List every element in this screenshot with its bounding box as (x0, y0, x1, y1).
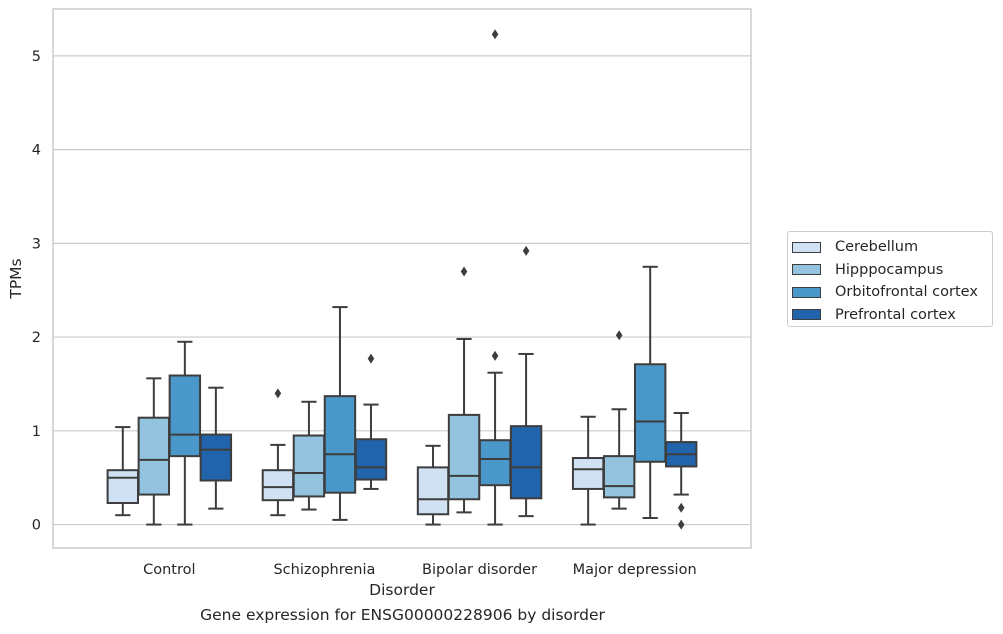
legend-swatch (792, 309, 821, 321)
box (478, 439, 512, 487)
x-tick-label: Control (143, 562, 195, 578)
legend-label: Orbitofrontal cortex (835, 284, 978, 301)
y-tick-label: 0 (32, 518, 41, 534)
y-tick-label: 1 (32, 424, 41, 440)
outlier-point (522, 245, 530, 256)
legend-label: Hipppocampus (835, 261, 944, 278)
box (633, 363, 667, 463)
legend-label: Cerebellum (835, 239, 919, 256)
y-tick-label: 4 (32, 143, 41, 159)
outlier-point (615, 330, 623, 341)
legend-swatch (792, 241, 821, 253)
box (137, 416, 171, 496)
box (199, 433, 233, 482)
x-tick-label: Major depression (573, 562, 697, 578)
legend-item-cerebellum: Cerebellum (792, 236, 992, 259)
legend-item-orbitofrontal-cortex: Orbitofrontal cortex (792, 281, 992, 304)
outlier-point (367, 353, 375, 364)
box (416, 466, 450, 516)
y-tick-label: 2 (32, 330, 41, 346)
outlier-point (491, 350, 499, 361)
y-tick-label: 5 (32, 49, 41, 65)
box (323, 395, 357, 494)
chart-legend: Cerebellum Hipppocampus Orbitofrontal co… (787, 231, 993, 327)
legend-item-prefrontal-cortex: Prefrontal cortex (792, 304, 992, 327)
legend-swatch (792, 286, 821, 298)
y-tick-label: 3 (32, 236, 41, 252)
outlier-point (460, 266, 468, 277)
box (168, 374, 202, 458)
box (602, 455, 636, 499)
box (106, 469, 140, 505)
outlier-point (677, 502, 685, 513)
outlier-point (274, 388, 282, 399)
figure-caption: Gene expression for ENSG00000228906 by d… (200, 606, 605, 624)
box (292, 434, 326, 498)
y-axis-label: TPMs (7, 258, 25, 299)
x-tick-label: Schizophrenia (273, 562, 375, 578)
box (509, 425, 543, 500)
x-tick-label: Bipolar disorder (422, 562, 537, 578)
outlier-point (677, 519, 685, 530)
box (354, 438, 388, 481)
x-axis-label: Disorder (369, 581, 435, 599)
legend-label: Prefrontal cortex (835, 306, 956, 323)
legend-swatch (792, 264, 821, 276)
outlier-point (491, 29, 499, 40)
legend-item-hippocampus: Hipppocampus (792, 259, 992, 282)
plot-frame (52, 8, 752, 549)
box (571, 457, 605, 490)
box (447, 413, 481, 501)
box (261, 469, 295, 502)
